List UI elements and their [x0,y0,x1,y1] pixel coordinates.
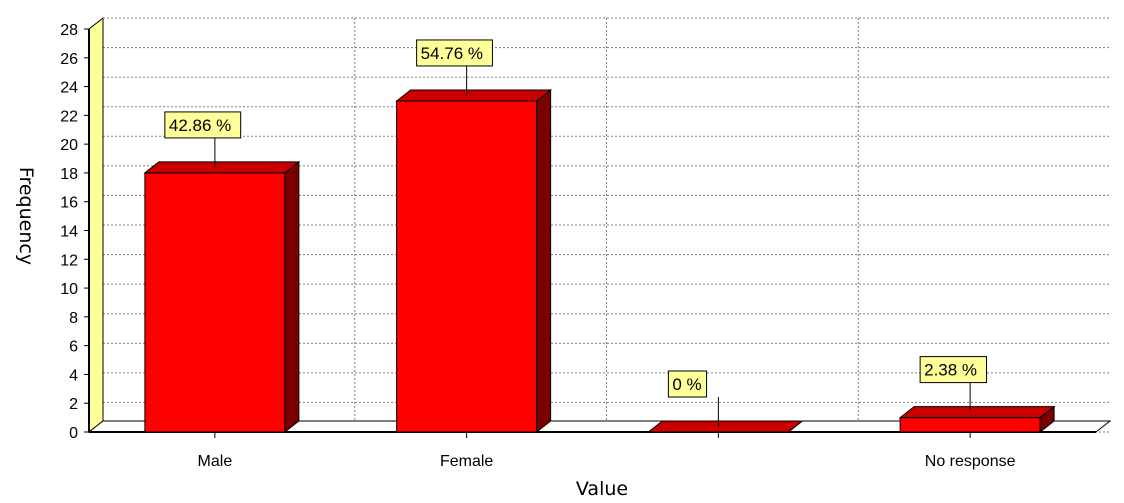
x-tick-label: No response [925,453,1016,470]
bar [143,160,301,434]
bar-top [646,420,804,433]
bar-front [396,100,538,433]
y-tick-label: 2 [69,396,78,413]
y-tick-label: 24 [60,80,78,97]
y-tick-label: 4 [69,367,78,384]
x-tick-label: Male [198,453,233,470]
gridlines [103,17,1110,433]
data-label: 42.86 % [169,116,231,135]
y-tick-label: 20 [60,137,78,154]
data-label: 0 % [672,375,701,394]
y-tick-label: 18 [60,166,78,183]
y-tick-label: 28 [60,22,78,39]
y-tick-label: 16 [60,195,78,212]
data-label: 54.76 % [421,44,483,63]
x-tick-label: Female [440,453,493,470]
y-tick-label: 8 [69,310,78,327]
data-label-box [919,356,988,384]
x-axis-title: Value [576,478,628,500]
data-label: 2.38 % [924,361,977,380]
bar-top [143,161,301,174]
bar-front [144,172,286,433]
y-tick-label: 26 [60,51,78,68]
data-labels: 42.86 % 54.76 % 0 % 2.38 % [164,39,988,427]
y-tick-label: 0 [69,425,78,442]
y-tick-label: 6 [69,339,78,356]
bar-front [899,417,1041,433]
bar [898,405,1056,434]
data-label-box [164,111,242,139]
y-tick-label: 12 [60,252,78,269]
bar-top [898,406,1056,419]
data-label-box [667,370,708,398]
bar [395,88,553,434]
bar-side [284,160,300,434]
chart-back-wall [88,16,104,434]
bar [646,420,804,433]
bar-top [395,89,553,102]
side-wall [88,16,104,434]
bars [143,88,1056,434]
y-axis-title: Frequency [15,167,37,265]
data-label-box [416,39,493,67]
y-tick-label: 22 [60,108,78,125]
y-tick-label: 10 [60,281,78,298]
bar-side [536,88,552,434]
y-tick-label: 14 [60,224,78,241]
